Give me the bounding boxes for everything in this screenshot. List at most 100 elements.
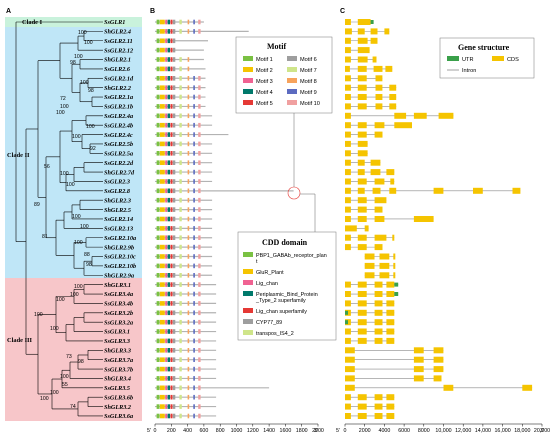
cds-block bbox=[345, 216, 351, 222]
motif-box bbox=[165, 76, 168, 81]
gene-label: SsGLR3.6b bbox=[104, 394, 133, 401]
motif-box bbox=[167, 254, 170, 259]
gene-label: SsGLR2.10a bbox=[104, 235, 136, 242]
cds-block bbox=[393, 253, 396, 260]
motif-box bbox=[198, 94, 201, 100]
motif-box bbox=[187, 404, 190, 409]
motif-box bbox=[170, 94, 173, 100]
gene-label: ShGLR2.2 bbox=[104, 85, 131, 92]
gene-label: SsGLR3.5 bbox=[104, 385, 130, 392]
cds-block bbox=[384, 28, 390, 35]
motif-box bbox=[167, 169, 170, 175]
cds-block bbox=[357, 187, 365, 194]
cds-block bbox=[357, 244, 367, 251]
motif-box bbox=[187, 310, 190, 316]
motif-box bbox=[198, 151, 201, 156]
axis-tick-label: 8000 bbox=[418, 428, 430, 434]
gene-label: SsGLR2.4a bbox=[104, 113, 133, 120]
motif-box bbox=[159, 254, 165, 259]
motif-box bbox=[193, 376, 195, 381]
cds-block bbox=[357, 28, 365, 35]
motif-box bbox=[167, 94, 170, 100]
cds-block bbox=[357, 150, 368, 157]
motif-legend-label: Motif 7 bbox=[300, 68, 317, 74]
gene-label: SsGLR2.2d bbox=[104, 160, 134, 167]
motif-box bbox=[193, 19, 195, 25]
clade-3-band bbox=[5, 278, 142, 421]
motif-box bbox=[165, 263, 168, 269]
motif-box bbox=[156, 226, 160, 231]
motif-box bbox=[179, 85, 182, 90]
gene-label: ShGLR2.7d bbox=[104, 169, 135, 176]
axis-tick-label: 1200 bbox=[247, 428, 259, 434]
motif-box bbox=[179, 29, 182, 34]
gene-label: ShGLR3.2 bbox=[104, 404, 131, 411]
motif-box bbox=[167, 197, 170, 203]
panel-label-b: B bbox=[150, 8, 155, 15]
cds-block bbox=[345, 28, 352, 35]
motif-box bbox=[167, 122, 170, 128]
motif-box bbox=[179, 310, 182, 316]
motif-box bbox=[172, 263, 176, 269]
motif-box bbox=[187, 263, 190, 269]
cds-block bbox=[345, 337, 351, 344]
cds-block bbox=[433, 187, 444, 194]
motif-box bbox=[165, 19, 168, 25]
motif-box bbox=[165, 122, 168, 128]
gene-label: SsGLR3.6a bbox=[104, 413, 133, 420]
bootstrap-value: 100 bbox=[60, 104, 69, 110]
gene-label: SsGLR2.1b bbox=[104, 104, 133, 111]
motif-box bbox=[179, 76, 182, 81]
motif-box bbox=[172, 169, 176, 175]
motif-box bbox=[170, 169, 173, 175]
motif-box bbox=[193, 310, 195, 316]
axis-tick-label: 200 bbox=[167, 428, 176, 434]
motif-box bbox=[198, 329, 201, 334]
motif-box bbox=[172, 291, 176, 297]
motif-box bbox=[165, 141, 168, 147]
motif-box bbox=[187, 104, 190, 109]
bootstrap-value: 100 bbox=[60, 171, 69, 177]
motif-box bbox=[165, 113, 168, 119]
motif-legend-label: Motif 10 bbox=[300, 101, 320, 107]
motif-box bbox=[165, 376, 168, 381]
motif-swatch bbox=[243, 100, 253, 105]
motif-box bbox=[165, 179, 168, 184]
motif-box bbox=[170, 132, 173, 137]
motif-box bbox=[172, 151, 176, 156]
cds-block bbox=[370, 28, 378, 35]
motif-box bbox=[187, 394, 190, 400]
motif-box bbox=[172, 141, 176, 147]
cds-block bbox=[345, 94, 351, 100]
cdd-swatch bbox=[243, 280, 253, 285]
motif-box bbox=[159, 404, 165, 409]
motif-box bbox=[167, 66, 170, 72]
motif-box bbox=[170, 329, 173, 334]
axis-tick-label: 1000 bbox=[231, 428, 243, 434]
cds-block bbox=[374, 319, 383, 326]
motif-box bbox=[156, 29, 160, 34]
motif-box bbox=[167, 394, 170, 400]
gene-label: SsGLR3.2b bbox=[104, 310, 133, 317]
cds-block bbox=[386, 394, 395, 401]
cds-block bbox=[386, 281, 395, 288]
axis-tick-label: 2000 bbox=[312, 428, 324, 434]
motif-box bbox=[159, 104, 165, 109]
cds-block bbox=[394, 122, 412, 129]
cds-block bbox=[372, 187, 381, 194]
cds-block bbox=[345, 225, 357, 232]
cds-block bbox=[345, 84, 351, 91]
motif-box bbox=[156, 319, 160, 325]
gene-label: SsGLR1 bbox=[104, 19, 125, 26]
cds-block bbox=[364, 272, 375, 279]
cds-block bbox=[374, 281, 383, 288]
motif-box bbox=[170, 338, 173, 344]
cdd-swatch bbox=[243, 291, 253, 296]
cdd-legend-label-cont: t bbox=[256, 259, 258, 265]
motif-box bbox=[198, 366, 201, 372]
axis-tick-label: 0 bbox=[154, 428, 157, 434]
motif-box bbox=[156, 235, 160, 240]
bootstrap-value: 55 bbox=[62, 382, 68, 388]
cds-block bbox=[345, 234, 351, 241]
motif-box bbox=[156, 141, 160, 147]
